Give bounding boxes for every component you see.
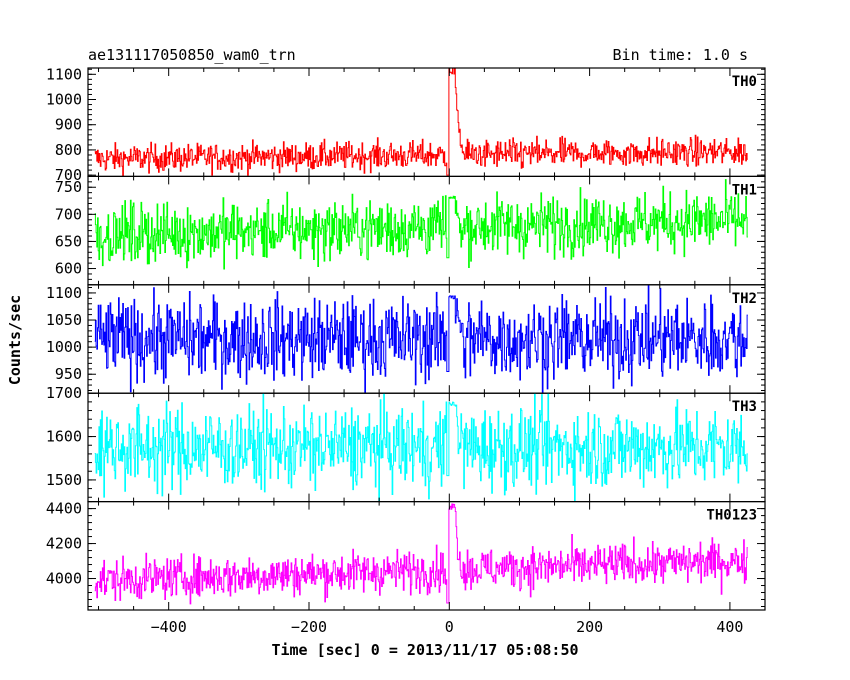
x-tick-label: 200 — [576, 618, 603, 636]
x-axis: −400 −200 0 200 400 — [151, 618, 744, 636]
panel-label-th0: TH0 — [732, 74, 757, 90]
chart-title: ae131117050850_wam0_trn — [88, 46, 296, 64]
y-tick-label: 1100 — [46, 284, 82, 302]
y-tick-label: 650 — [55, 232, 82, 250]
panel-label-th2: TH2 — [732, 291, 757, 307]
x-tick-label: −400 — [151, 618, 187, 636]
y-tick-label: 600 — [55, 260, 82, 278]
panel-th3: 1500 1600 1700 TH3 — [46, 384, 766, 503]
x-tick-label: 400 — [716, 618, 743, 636]
y-tick-label: 1050 — [46, 311, 82, 329]
y-tick-label: 750 — [55, 178, 82, 196]
series-line-th2 — [94, 284, 748, 393]
y-tick-label: 1600 — [46, 428, 82, 446]
y-tick-label: 950 — [55, 365, 82, 383]
y-axis-label: Counts/sec — [6, 295, 24, 385]
panel-th1: 600 650 700 750 TH1 — [55, 175, 766, 286]
y-tick-label: 1700 — [46, 384, 82, 402]
y-tick-label: 900 — [55, 116, 82, 134]
y-tick-label: 700 — [55, 205, 82, 223]
panel-frame — [87, 501, 766, 611]
series-line-th3 — [94, 393, 748, 502]
y-tick-label: 1100 — [46, 65, 82, 83]
panel-th0: 700 800 900 1000 1100 TH0 — [46, 65, 766, 184]
y-tick-label: 700 — [55, 166, 82, 184]
panel-th0123: 4000 4200 4400 TH0123 — [46, 500, 766, 611]
series-line-th0 — [94, 68, 748, 177]
panel-label-th1: TH1 — [732, 182, 757, 198]
x-tick-label: 0 — [445, 618, 454, 636]
y-tick-label: 4400 — [46, 500, 82, 518]
y-tick-label: 1000 — [46, 91, 82, 109]
series-line-th1 — [94, 179, 748, 270]
series-line-th0123 — [94, 503, 748, 605]
x-tick-label: −200 — [291, 618, 327, 636]
y-tick-label: 4200 — [46, 535, 82, 553]
y-tick-label: 1500 — [46, 471, 82, 489]
y-tick-label: 800 — [55, 141, 82, 159]
y-tick-label: 4000 — [46, 570, 82, 588]
bin-time-label: Bin time: 1.0 s — [613, 46, 748, 64]
panel-th2: 950 1000 1050 1100 TH2 — [46, 284, 766, 394]
panel-label-th0123: TH0123 — [706, 508, 757, 524]
panel-label-th3: TH3 — [732, 399, 757, 415]
x-axis-label: Time [sec] 0 = 2013/11/17 05:08:50 — [271, 641, 578, 659]
y-tick-label: 1000 — [46, 338, 82, 356]
